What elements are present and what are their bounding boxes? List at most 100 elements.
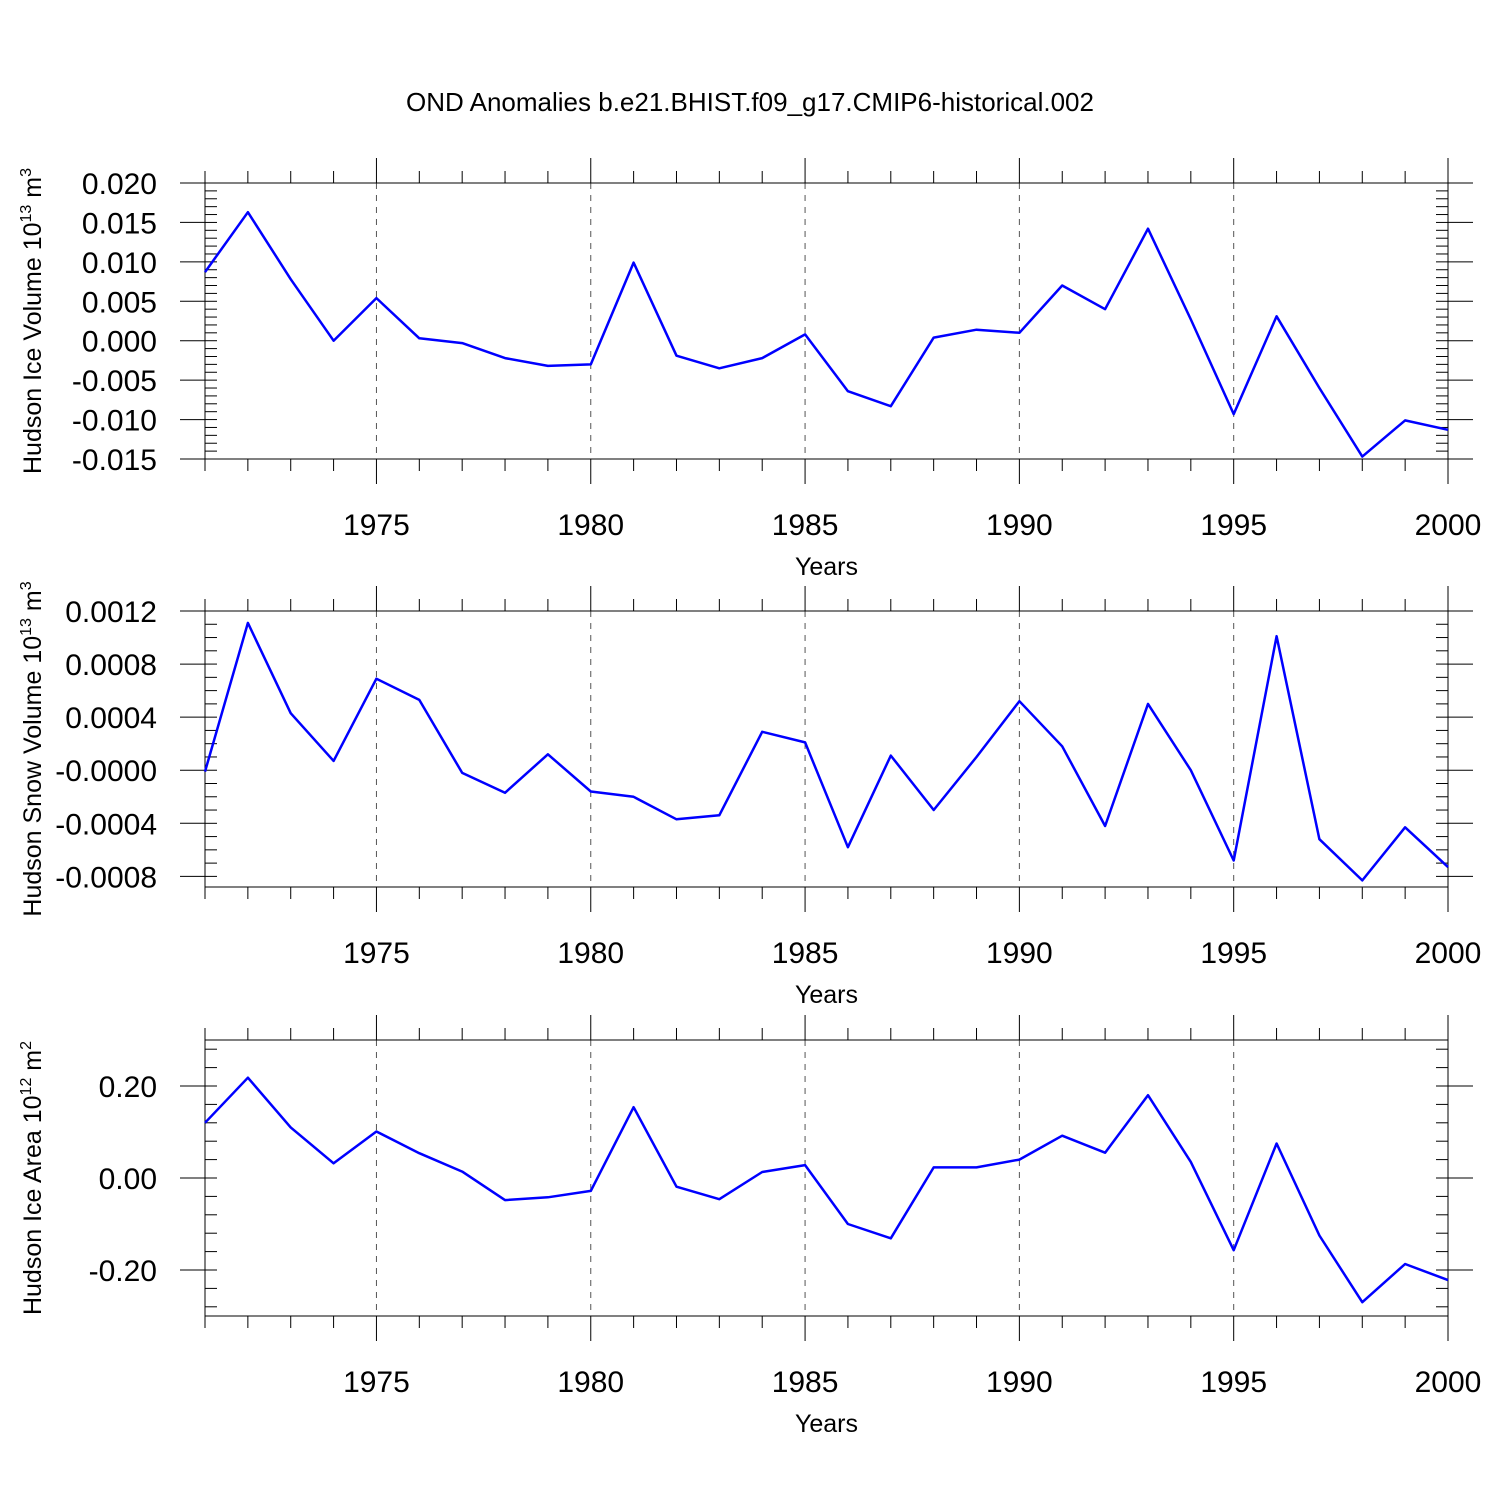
x-tick-label: 1980	[557, 937, 624, 970]
data-point	[1275, 314, 1279, 318]
data-point	[417, 336, 421, 340]
y-axis-title-unit: m	[19, 590, 47, 618]
data-point	[975, 328, 979, 332]
data-point	[1232, 858, 1236, 862]
data-point	[246, 210, 250, 214]
data-point	[1189, 1160, 1193, 1164]
y-tick-label: 0.015	[82, 207, 157, 240]
data-point	[460, 341, 464, 345]
data-point	[289, 1125, 293, 1129]
x-tick-label: 1985	[772, 937, 839, 970]
x-tick-label: 1995	[1200, 509, 1267, 542]
data-point	[1446, 1278, 1450, 1282]
plot-frame	[204, 182, 1449, 460]
data-point	[1317, 386, 1321, 390]
data-point	[803, 332, 807, 336]
y-tick-label: -0.0004	[55, 808, 157, 841]
data-point	[1017, 331, 1021, 335]
data-point	[1060, 1134, 1064, 1138]
y-axis-title-exponent: 13	[18, 618, 35, 636]
y-axis-title-main: Hudson Ice Area 10	[19, 1095, 47, 1315]
data-point	[932, 336, 936, 340]
chart-panel-2: -0.0008 -0.0004 -0.0000 0.0004 0.0008 0.0012 1…	[18, 581, 1481, 1009]
data-point	[289, 277, 293, 281]
x-tick-label: 1995	[1200, 1366, 1267, 1399]
data-point	[1360, 878, 1364, 882]
y-tick-label: 0.020	[82, 168, 157, 201]
x-axis-title: Years	[795, 981, 858, 1009]
data-point	[503, 791, 507, 795]
data-point	[374, 677, 378, 681]
y-tick-label: 0.010	[82, 247, 157, 280]
y-axis-title-unit-exponent: 3	[18, 581, 35, 590]
data-point	[632, 795, 636, 799]
data-point	[1317, 1234, 1321, 1238]
data-point	[889, 1236, 893, 1240]
data-point	[203, 1121, 207, 1125]
x-tick-label: 1980	[557, 509, 624, 542]
data-point	[546, 1195, 550, 1199]
data-point	[674, 354, 678, 358]
y-tick-label: 0.0008	[65, 649, 157, 682]
x-tick-label: 1975	[343, 937, 410, 970]
y-tick-label: -0.005	[72, 365, 157, 398]
y-tick-label: -0.010	[72, 405, 157, 438]
y-tick-label: 0.20	[99, 1071, 157, 1104]
y-axis-title-unit: m	[19, 1050, 47, 1078]
data-point	[717, 366, 721, 370]
x-tick-label: 1995	[1200, 937, 1267, 970]
x-tick-label: 1975	[343, 509, 410, 542]
data-point	[1275, 634, 1279, 638]
data-point	[1403, 418, 1407, 422]
data-point	[1446, 428, 1450, 432]
data-point	[546, 364, 550, 368]
data-point	[1103, 307, 1107, 311]
data-point	[717, 813, 721, 817]
data-point	[417, 1151, 421, 1155]
x-tick-label: 1990	[986, 937, 1053, 970]
data-point	[846, 1222, 850, 1226]
y-axis-title-unit-exponent: 2	[18, 1041, 35, 1050]
data-point	[1189, 768, 1193, 772]
data-point	[589, 789, 593, 793]
data-point	[460, 1170, 464, 1174]
series-line	[203, 621, 1449, 882]
y-axis-title-exponent: 12	[18, 1078, 35, 1096]
y-axis-title-exponent: 13	[18, 205, 35, 223]
y-axis-title-main: Hudson Snow Volume 10	[19, 636, 47, 917]
data-point	[760, 356, 764, 360]
y-tick-label: -0.20	[89, 1255, 157, 1288]
data-point	[1232, 1248, 1236, 1252]
data-point	[674, 1185, 678, 1189]
data-point	[1403, 1262, 1407, 1266]
data-point	[460, 771, 464, 775]
data-point	[1360, 455, 1364, 459]
data-point	[589, 362, 593, 366]
x-tick-label: 1990	[986, 509, 1053, 542]
data-point	[332, 759, 336, 763]
data-point	[889, 404, 893, 408]
x-tick-label: 2000	[1415, 1366, 1482, 1399]
data-point	[589, 1189, 593, 1193]
plot-frame	[204, 610, 1449, 888]
series-line	[203, 210, 1449, 458]
data-point	[1275, 1142, 1279, 1146]
data-point	[803, 1163, 807, 1167]
data-point	[374, 296, 378, 300]
data-point	[503, 1198, 507, 1202]
data-point	[632, 261, 636, 265]
y-axis-title-unit: m	[19, 177, 47, 205]
data-point	[1446, 865, 1450, 869]
data-point	[417, 698, 421, 702]
data-point	[975, 755, 979, 759]
data-point	[246, 1076, 250, 1080]
chart-title: OND Anomalies b.e21.BHIST.f09_g17.CMIP6-…	[406, 87, 1094, 117]
data-point	[1103, 1151, 1107, 1155]
x-tick-label: 1985	[772, 1366, 839, 1399]
y-tick-label: -0.0000	[55, 755, 157, 788]
y-tick-label: -0.0008	[55, 861, 157, 894]
x-tick-label: 1990	[986, 1366, 1053, 1399]
data-point	[846, 389, 850, 393]
data-point	[503, 356, 507, 360]
